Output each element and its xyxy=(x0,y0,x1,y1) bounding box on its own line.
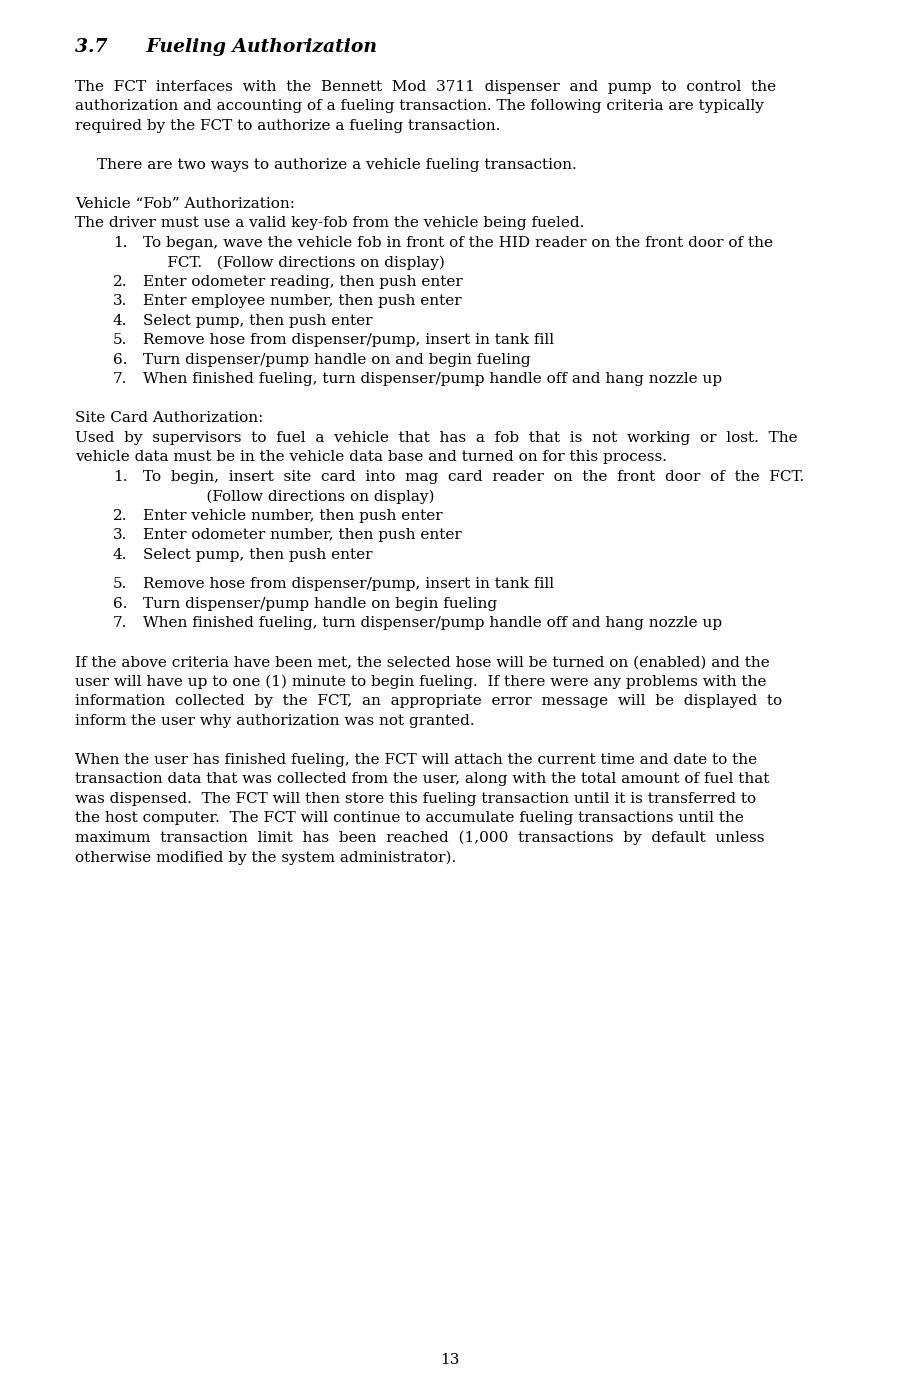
Text: 7.: 7. xyxy=(113,616,128,630)
Text: the host computer.  The FCT will continue to accumulate fueling transactions unt: the host computer. The FCT will continue… xyxy=(75,812,744,825)
Text: 2.: 2. xyxy=(113,508,128,524)
Text: When the user has finished fueling, the FCT will attach the current time and dat: When the user has finished fueling, the … xyxy=(75,753,757,767)
Text: 2.: 2. xyxy=(113,276,128,289)
Text: 4.: 4. xyxy=(113,314,128,328)
Text: Select pump, then push enter: Select pump, then push enter xyxy=(143,548,373,562)
Text: maximum  transaction  limit  has  been  reached  (1,000  transactions  by  defau: maximum transaction limit has been reach… xyxy=(75,831,764,845)
Text: required by the FCT to authorize a fueling transaction.: required by the FCT to authorize a fueli… xyxy=(75,119,500,133)
Text: When finished fueling, turn dispenser/pump handle off and hang nozzle up: When finished fueling, turn dispenser/pu… xyxy=(143,616,722,630)
Text: Vehicle “Fob” Authorization:: Vehicle “Fob” Authorization: xyxy=(75,197,295,211)
Text: inform the user why authorization was not granted.: inform the user why authorization was no… xyxy=(75,713,474,729)
Text: If the above criteria have been met, the selected hose will be turned on (enable: If the above criteria have been met, the… xyxy=(75,655,770,669)
Text: transaction data that was collected from the user, along with the total amount o: transaction data that was collected from… xyxy=(75,773,770,787)
Text: Select pump, then push enter: Select pump, then push enter xyxy=(143,314,373,328)
Text: user will have up to one (1) minute to begin fueling.  If there were any problem: user will have up to one (1) minute to b… xyxy=(75,674,767,690)
Text: information  collected  by  the  FCT,  an  appropriate  error  message  will  be: information collected by the FCT, an app… xyxy=(75,694,782,708)
Text: 3.: 3. xyxy=(113,529,128,543)
Text: 6.: 6. xyxy=(113,353,128,367)
Text: FCT.   (Follow directions on display): FCT. (Follow directions on display) xyxy=(143,255,445,270)
Text: Turn dispenser/pump handle on and begin fueling: Turn dispenser/pump handle on and begin … xyxy=(143,353,531,367)
Text: 3.7      Fueling Authorization: 3.7 Fueling Authorization xyxy=(75,37,377,55)
Text: When finished fueling, turn dispenser/pump handle off and hang nozzle up: When finished fueling, turn dispenser/pu… xyxy=(143,373,722,386)
Text: 6.: 6. xyxy=(113,597,128,611)
Text: The driver must use a valid key-fob from the vehicle being fueled.: The driver must use a valid key-fob from… xyxy=(75,216,584,230)
Text: Turn dispenser/pump handle on begin fueling: Turn dispenser/pump handle on begin fuel… xyxy=(143,597,497,611)
Text: Enter odometer reading, then push enter: Enter odometer reading, then push enter xyxy=(143,276,463,289)
Text: Remove hose from dispenser/pump, insert in tank fill: Remove hose from dispenser/pump, insert … xyxy=(143,334,554,348)
Text: 5.: 5. xyxy=(113,578,128,591)
Text: There are two ways to authorize a vehicle fueling transaction.: There are two ways to authorize a vehicl… xyxy=(97,158,577,172)
Text: 5.: 5. xyxy=(113,334,128,348)
Text: Site Card Authorization:: Site Card Authorization: xyxy=(75,411,264,425)
Text: otherwise modified by the system administrator).: otherwise modified by the system adminis… xyxy=(75,850,456,864)
Text: Enter vehicle number, then push enter: Enter vehicle number, then push enter xyxy=(143,508,443,524)
Text: authorization and accounting of a fueling transaction. The following criteria ar: authorization and accounting of a fuelin… xyxy=(75,100,764,114)
Text: Enter odometer number, then push enter: Enter odometer number, then push enter xyxy=(143,529,462,543)
Text: Used  by  supervisors  to  fuel  a  vehicle  that  has  a  fob  that  is  not  w: Used by supervisors to fuel a vehicle th… xyxy=(75,431,797,445)
Text: To began, wave the vehicle fob in front of the HID reader on the front door of t: To began, wave the vehicle fob in front … xyxy=(143,235,773,249)
Text: Remove hose from dispenser/pump, insert in tank fill: Remove hose from dispenser/pump, insert … xyxy=(143,578,554,591)
Text: was dispensed.  The FCT will then store this fueling transaction until it is tra: was dispensed. The FCT will then store t… xyxy=(75,792,756,806)
Text: To  begin,  insert  site  card  into  mag  card  reader  on  the  front  door  o: To begin, insert site card into mag card… xyxy=(143,470,804,483)
Text: (Follow directions on display): (Follow directions on display) xyxy=(143,489,435,504)
Text: 7.: 7. xyxy=(113,373,128,386)
Text: 13: 13 xyxy=(440,1353,460,1367)
Text: 3.: 3. xyxy=(113,295,128,309)
Text: 1.: 1. xyxy=(113,470,128,483)
Text: 4.: 4. xyxy=(113,548,128,562)
Text: 1.: 1. xyxy=(113,235,128,249)
Text: The  FCT  interfaces  with  the  Bennett  Mod  3711  dispenser  and  pump  to  c: The FCT interfaces with the Bennett Mod … xyxy=(75,80,776,94)
Text: vehicle data must be in the vehicle data base and turned on for this process.: vehicle data must be in the vehicle data… xyxy=(75,450,667,464)
Text: Enter employee number, then push enter: Enter employee number, then push enter xyxy=(143,295,462,309)
